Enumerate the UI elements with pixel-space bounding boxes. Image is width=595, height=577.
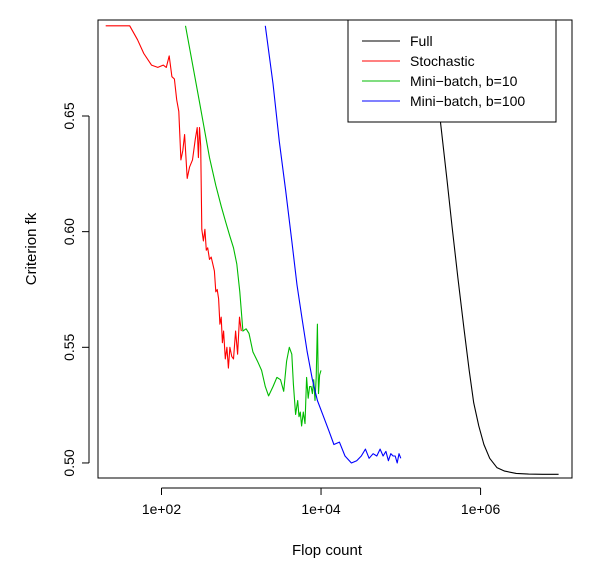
x-tick-label-0: 1e+02 [142,501,182,517]
y-tick-label-2: 0.60 [61,218,77,245]
x-tick-label-2: 1e+06 [461,501,501,517]
x-axis: 1e+02 1e+04 1e+06 [142,487,501,517]
legend-label-1: Stochastic [410,53,475,69]
y-tick-label-1: 0.55 [61,333,77,360]
legend-label-2: Mini−batch, b=10 [410,73,518,89]
legend-label-0: Full [410,33,433,49]
series-line-2 [184,25,322,427]
y-axis-title: Criterion fk [23,212,40,285]
legend-label-3: Mini−batch, b=100 [410,93,525,109]
y-tick-label-3: 0.65 [61,102,77,129]
x-axis-title: Flop count [292,542,363,559]
plot-frame [97,19,573,479]
x-tick-label-1: 1e+04 [301,501,341,517]
y-tick-label-0: 0.50 [61,449,77,476]
series-line-0 [428,28,559,475]
y-axis: 0.50 0.55 0.60 0.65 [61,102,90,477]
legend-box [347,19,557,123]
series-line-1 [105,25,242,369]
series-layer [105,25,559,475]
series-line-3 [264,25,402,464]
legend: Full Stochastic Mini−batch, b=10 Mini−batch… [347,19,557,123]
